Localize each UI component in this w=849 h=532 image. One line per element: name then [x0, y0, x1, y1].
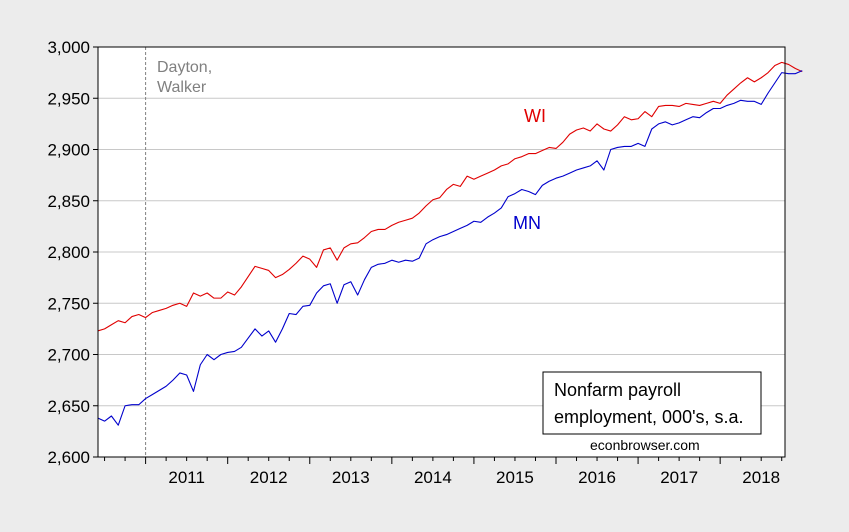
y-tick-label: 2,600	[47, 448, 90, 467]
y-tick-label: 2,800	[47, 243, 90, 262]
series-line-wi	[97, 61, 803, 332]
note-box-line2: employment, 000's, s.a.	[554, 407, 744, 427]
x-tick-label: 2011	[168, 468, 205, 487]
event-label-line1: Dayton,	[157, 59, 212, 76]
event-label-line2: Walker	[157, 79, 207, 96]
axis-layer: 2,600 2,650 2,700 2,750 2,800 2,850 2,900 2,950…	[47, 38, 783, 487]
y-tick-label: 2,700	[47, 346, 90, 365]
mn-series-label: MN	[513, 213, 541, 233]
y-tick-label: 2,900	[47, 141, 90, 160]
x-tick-label: 2016	[578, 468, 616, 487]
y-tick-label: 2,850	[47, 192, 90, 211]
note-box-line1: Nonfarm payroll	[554, 380, 681, 400]
wi-series-label: WI	[524, 106, 546, 126]
x-tick-label: 2014	[414, 468, 452, 487]
x-tick-label: 2012	[250, 468, 288, 487]
gridlines	[98, 97, 785, 407]
y-tick-label: 2,650	[47, 397, 90, 416]
note-box	[542, 371, 762, 435]
y-tick-label: 2,950	[47, 89, 90, 108]
series-line-mn	[97, 70, 803, 426]
y-tick-label: 3,000	[47, 38, 90, 57]
x-tick-label: 2018	[742, 468, 780, 487]
x-tick-label: 2013	[332, 468, 370, 487]
x-tick-label: 2015	[496, 468, 534, 487]
x-tick-label: 2017	[660, 468, 698, 487]
source-label: econbrowser.com	[590, 437, 700, 453]
series-layer	[97, 47, 803, 457]
y-tick-label: 2,750	[47, 294, 90, 313]
